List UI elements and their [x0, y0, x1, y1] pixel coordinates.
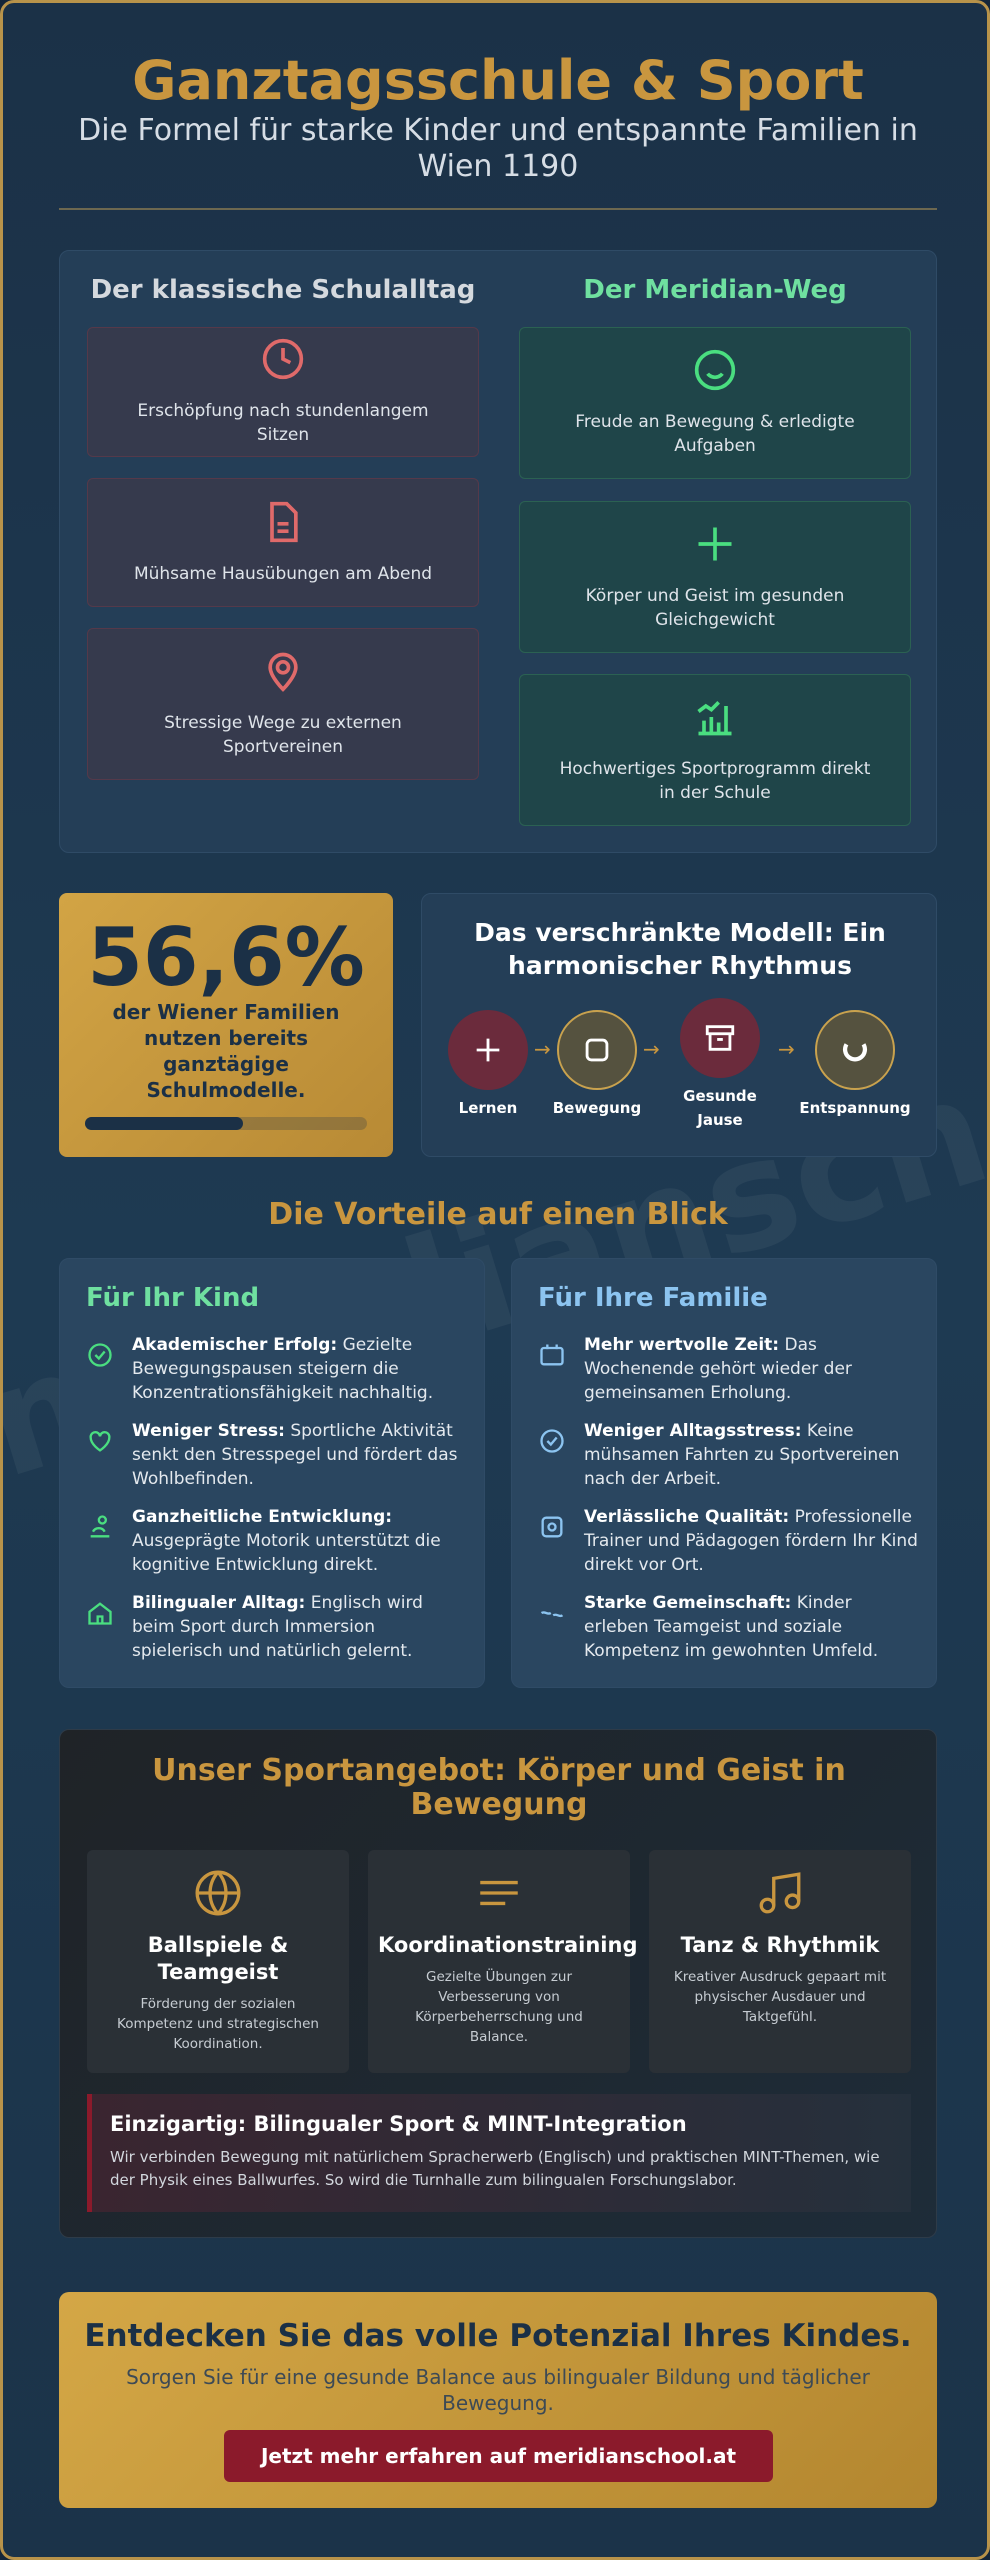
- progress-fill: [85, 1117, 243, 1130]
- subtitle: Die Formel für starke Kinder und entspan…: [78, 113, 918, 184]
- column-heading: Der Meridian-Weg: [583, 275, 847, 305]
- benefit-text: Keine mühsamen Fahrten zu Sportvereinen …: [584, 1421, 900, 1489]
- section-title: Die Vorteile auf einen Blick: [268, 1197, 728, 1232]
- benefit-label: Weniger Stress:: [132, 1421, 285, 1441]
- solution-card: Freude an Bewegung & erledigte Aufgaben: [519, 327, 911, 479]
- step-label: Bewegung: [552, 1099, 642, 1117]
- section-title: Unser Sportangebot: Körper und Geist in …: [152, 1753, 846, 1822]
- stat-text: der Wiener Familien nutzen bereits ganzt…: [112, 1000, 340, 1102]
- step-icon: [448, 1010, 528, 1090]
- benefit-text: Gezielte Bewegungspausen steigern die Ko…: [132, 1335, 434, 1403]
- benefit-item: Akademischer Erfolg: Gezielte Bewegungsp…: [86, 1333, 466, 1405]
- benefit-label: Mehr wertvolle Zeit:: [584, 1335, 780, 1355]
- model-panel: Das verschränkte Modell: Ein harmonische…: [421, 893, 937, 1157]
- column-heading: Der klassische Schulalltag: [90, 275, 476, 305]
- step-icon: [680, 998, 760, 1078]
- cta-title: Entdecken Sie das volle Potenzial Ihres …: [84, 2318, 912, 2354]
- benefit-item: Verlässliche Qualität: Professionelle Tr…: [538, 1505, 918, 1577]
- solution-card: Körper und Geist im gesunden Gleichgewic…: [519, 501, 911, 653]
- benefit-text: Sportliche Aktivität senkt den Stresspeg…: [132, 1421, 458, 1489]
- benefit-heading: Für Ihre Familie: [538, 1283, 768, 1313]
- sports-panel: Unser Sportangebot: Körper und Geist in …: [59, 1729, 937, 2238]
- benefit-heading: Für Ihr Kind: [86, 1283, 260, 1313]
- offer-text: Förderung der sozialen Kompetenz und str…: [117, 1996, 319, 2052]
- benefit-card: Für Ihr Kind Akademischer Erfolg: Geziel…: [59, 1258, 485, 1688]
- step-label: Gesunde Jause: [683, 1087, 757, 1129]
- problem-card: Stressige Wege zu externen Sportvereinen: [87, 628, 479, 780]
- benefit-item: Starke Gemeinschaft: Kinder erleben Team…: [538, 1591, 918, 1663]
- benefit-item: Bilingualer Alltag: Englisch wird beim S…: [86, 1591, 466, 1663]
- benefit-item: Weniger Stress: Sportliche Aktivität sen…: [86, 1419, 466, 1491]
- benefit-text: Englisch wird beim Sport durch Immersion…: [132, 1593, 423, 1661]
- offer-card: Tanz & Rhythmik Kreativer Ausdruck gepaar…: [649, 1850, 911, 2073]
- benefit-label: Akademischer Erfolg:: [132, 1335, 338, 1355]
- offer-title: Ballspiele & Teamgeist: [147, 1933, 289, 1984]
- offer-text: Kreativer Ausdruck gepaart mit physische…: [673, 1969, 887, 2025]
- divider: [59, 208, 937, 210]
- card-text: Freude an Bewegung & erledigte Aufgaben: [575, 412, 855, 456]
- arrow: →: [534, 1037, 551, 1061]
- benefit-item: Ganzheitliche Entwicklung: Ausgeprägte M…: [86, 1505, 466, 1577]
- problem-card: Mühsame Hausübungen am Abend: [87, 478, 479, 607]
- step-label: Lernen: [458, 1099, 518, 1117]
- benefit-label: Verlässliche Qualität:: [584, 1507, 790, 1527]
- cta-button[interactable]: Jetzt mehr erfahren auf meridianschool.a…: [224, 2430, 773, 2482]
- title: Ganztagsschule & Sport: [132, 49, 864, 112]
- highlight-title: Einzigartig: Bilingualer Sport & MINT-In…: [110, 2112, 687, 2136]
- benefit-item: Mehr wertvolle Zeit: Das Wochenende gehö…: [538, 1333, 918, 1405]
- solution-card: Hochwertiges Sportprogramm direkt in der…: [519, 674, 911, 826]
- benefit-label: Bilingualer Alltag:: [132, 1593, 306, 1613]
- offer-title: Koordinationstraining: [378, 1933, 638, 1957]
- card-text: Stressige Wege zu externen Sportvereinen: [164, 713, 402, 757]
- benefit-text: Ausgeprägte Motorik unterstützt die kogn…: [132, 1531, 441, 1575]
- cta-box: Entdecken Sie das volle Potenzial Ihres …: [59, 2292, 937, 2508]
- benefit-item: Weniger Alltagsstress: Keine mühsamen Fa…: [538, 1419, 918, 1491]
- offer-card: Koordinationstraining Gezielte Übungen zu…: [368, 1850, 638, 2073]
- benefit-text: Kinder erleben Teamgeist und soziale Kom…: [584, 1593, 879, 1661]
- problem-card: Erschöpfung nach stundenlangem Sitzen: [87, 327, 479, 457]
- benefit-label: Ganzheitliche Entwicklung:: [132, 1507, 393, 1527]
- step-icon: [815, 1010, 895, 1090]
- offer-card: Ballspiele & Teamgeist Förderung der sozi…: [87, 1850, 349, 2073]
- offer-text: Gezielte Übungen zur Verbesserung von Kö…: [415, 1969, 583, 2045]
- benefit-card: Für Ihre Familie Mehr wertvolle Zeit: Da…: [511, 1258, 937, 1688]
- stat-value: 56,6%: [87, 911, 365, 1004]
- card-text: Erschöpfung nach stundenlangem Sitzen: [137, 401, 429, 445]
- card-text: Körper und Geist im gesunden Gleichgewic…: [585, 586, 845, 630]
- highlight-box: Einzigartig: Bilingualer Sport & MINT-In…: [87, 2094, 911, 2212]
- highlight-text: Wir verbinden Bewegung mit natürlichem S…: [110, 2148, 880, 2189]
- benefit-text: Professionelle Trainer und Pädagogen för…: [584, 1507, 918, 1575]
- arrow: →: [643, 1037, 660, 1061]
- arrow: →: [778, 1037, 795, 1061]
- cta-text: Sorgen Sie für eine gesunde Balance aus …: [126, 2365, 870, 2415]
- model-title: Das verschränkte Modell: Ein harmonische…: [474, 918, 886, 980]
- step-icon: [557, 1010, 637, 1090]
- benefit-label: Starke Gemeinschaft:: [584, 1593, 792, 1613]
- step-label: Entspannung: [799, 1099, 911, 1117]
- benefit-text: Das Wochenende gehört wieder der gemeins…: [584, 1335, 852, 1403]
- card-text: Mühsame Hausübungen am Abend: [133, 563, 433, 584]
- card-text: Hochwertiges Sportprogramm direkt in der…: [559, 759, 871, 803]
- stat-box: 56,6% der Wiener Familien nutzen bereits…: [59, 893, 393, 1157]
- progress-track: [85, 1117, 367, 1130]
- offer-title: Tanz & Rhythmik: [680, 1933, 880, 1957]
- benefit-label: Weniger Alltagsstress:: [584, 1421, 802, 1441]
- comparison-panel: Der klassische Schulalltag Der Meridian-…: [59, 250, 937, 853]
